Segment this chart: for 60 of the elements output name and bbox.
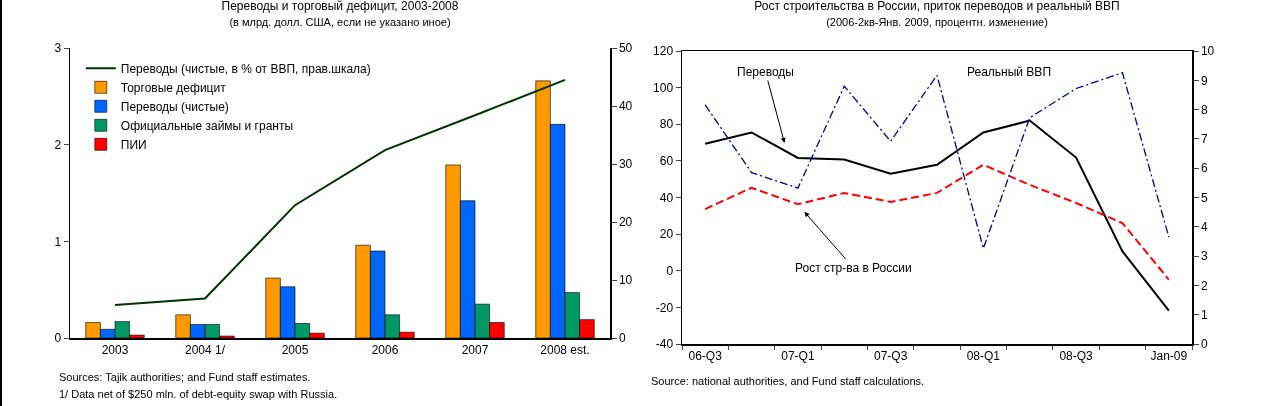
- x-tick-label: Jan-09: [1150, 348, 1188, 363]
- y2-tick-label: 20: [618, 215, 633, 230]
- annotation: Рост стр-ва в России: [795, 261, 912, 275]
- chart-subtitle: (в млрд. долл. США, если не указано иное): [229, 15, 451, 28]
- y2-tick-label: 2: [1200, 278, 1208, 293]
- legend-label: Официальные займы и гранты: [120, 118, 294, 133]
- y2-tick-label: 6: [1200, 161, 1208, 176]
- y2-tick-label: 0: [1200, 337, 1208, 352]
- y-tick-label: -20: [655, 300, 674, 315]
- y2-tick-label: 9: [1200, 73, 1208, 88]
- line-series: [114, 78, 566, 306]
- y-tick-label: 0: [54, 331, 62, 346]
- x-tick-label: 2007: [461, 342, 489, 357]
- y2-tick-label: 10: [1200, 44, 1215, 59]
- y2-tick-label: 4: [1200, 220, 1208, 234]
- x-tick-label: 2006: [371, 342, 399, 357]
- line-series: [704, 163, 1170, 281]
- x-tick-label: 06-Q3: [688, 348, 723, 363]
- annotation: Реальный ВВП: [967, 65, 1051, 79]
- y2-tick-label: 3: [1200, 249, 1208, 264]
- y2-tick-label: 0: [618, 331, 626, 346]
- source-note: Source: national authorities, and Fund staff calculations.: [651, 375, 925, 387]
- y2-tick-label: 30: [618, 157, 633, 172]
- y2-tick-label: 40: [618, 99, 633, 114]
- y-tick-label: 20: [659, 227, 674, 242]
- legend-label: Переводы (чистые): [120, 99, 229, 114]
- source-note: Sources: Tajik authorities; and Fund staff estimates.: [59, 371, 311, 383]
- x-tick-label: 2005: [281, 342, 309, 357]
- y2-tick-label: 1: [1200, 307, 1208, 322]
- x-tick-label: 2008 est.: [540, 342, 590, 357]
- y-tick-label: 40: [659, 190, 674, 205]
- y-tick-label: 120: [653, 44, 674, 59]
- legend-label: Торговые дефицит: [120, 80, 227, 95]
- y-tick-label: 1: [54, 234, 62, 249]
- y2-tick-label: 7: [1200, 132, 1208, 147]
- y-tick-label: 100: [653, 80, 674, 95]
- y-tick-label: 3: [54, 41, 62, 56]
- y-tick-label: 2: [54, 137, 62, 152]
- x-tick-label: 08-Q1: [966, 348, 1001, 363]
- legend-label: Переводы (чистые, в % от ВВП, прав.шкала): [120, 61, 371, 76]
- x-tick-label: 08-Q3: [1059, 348, 1094, 363]
- line-series: [704, 119, 1170, 312]
- y2-tick-label: 8: [1200, 102, 1208, 117]
- x-tick-label: 07-Q3: [873, 348, 908, 363]
- legend-label: ПИИ: [120, 137, 147, 152]
- y-tick-label: -40: [655, 337, 674, 352]
- y-tick-label: 80: [659, 117, 674, 132]
- y2-tick-label: 50: [618, 41, 633, 56]
- x-tick-label: 07-Q1: [781, 348, 815, 363]
- x-tick-label: 2003: [101, 342, 129, 357]
- x-tick-label: 2004 1/: [184, 342, 226, 357]
- chart-title: Рост строительства в России, приток переводов и реальный ВВП: [754, 0, 1120, 14]
- y-tick-label: 0: [666, 263, 674, 278]
- y-tick-label: 60: [659, 154, 674, 169]
- y2-tick-label: 5: [1200, 190, 1208, 205]
- chart-title: Переводы и торговый дефицит, 2003-2008: [221, 0, 459, 14]
- annotation: Переводы: [737, 65, 794, 79]
- chart-subtitle: (2006-2кв-Янв. 2009, процентн. изменение): [826, 15, 1048, 28]
- y2-tick-label: 10: [618, 273, 633, 288]
- text: 1/ Data net of $250 mln. of debt-equity swap with Russia.: [59, 388, 338, 400]
